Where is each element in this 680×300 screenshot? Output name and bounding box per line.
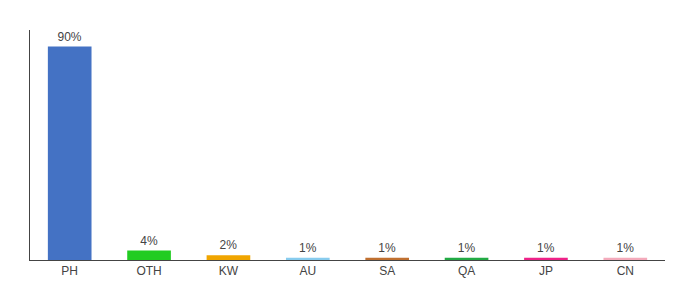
svg-text:AU: AU (299, 264, 316, 278)
svg-text:KW: KW (219, 264, 239, 278)
svg-text:90%: 90% (58, 30, 82, 44)
svg-text:PH: PH (61, 264, 78, 278)
svg-text:1%: 1% (616, 241, 634, 255)
svg-text:QA: QA (458, 264, 475, 278)
svg-text:4%: 4% (140, 234, 158, 248)
svg-text:JP: JP (539, 264, 553, 278)
svg-text:CN: CN (617, 264, 634, 278)
svg-text:2%: 2% (220, 238, 238, 252)
svg-text:1%: 1% (458, 241, 476, 255)
svg-text:1%: 1% (299, 241, 317, 255)
svg-text:1%: 1% (378, 241, 396, 255)
svg-text:SA: SA (379, 264, 395, 278)
svg-text:OTH: OTH (136, 264, 161, 278)
svg-text:1%: 1% (537, 241, 555, 255)
